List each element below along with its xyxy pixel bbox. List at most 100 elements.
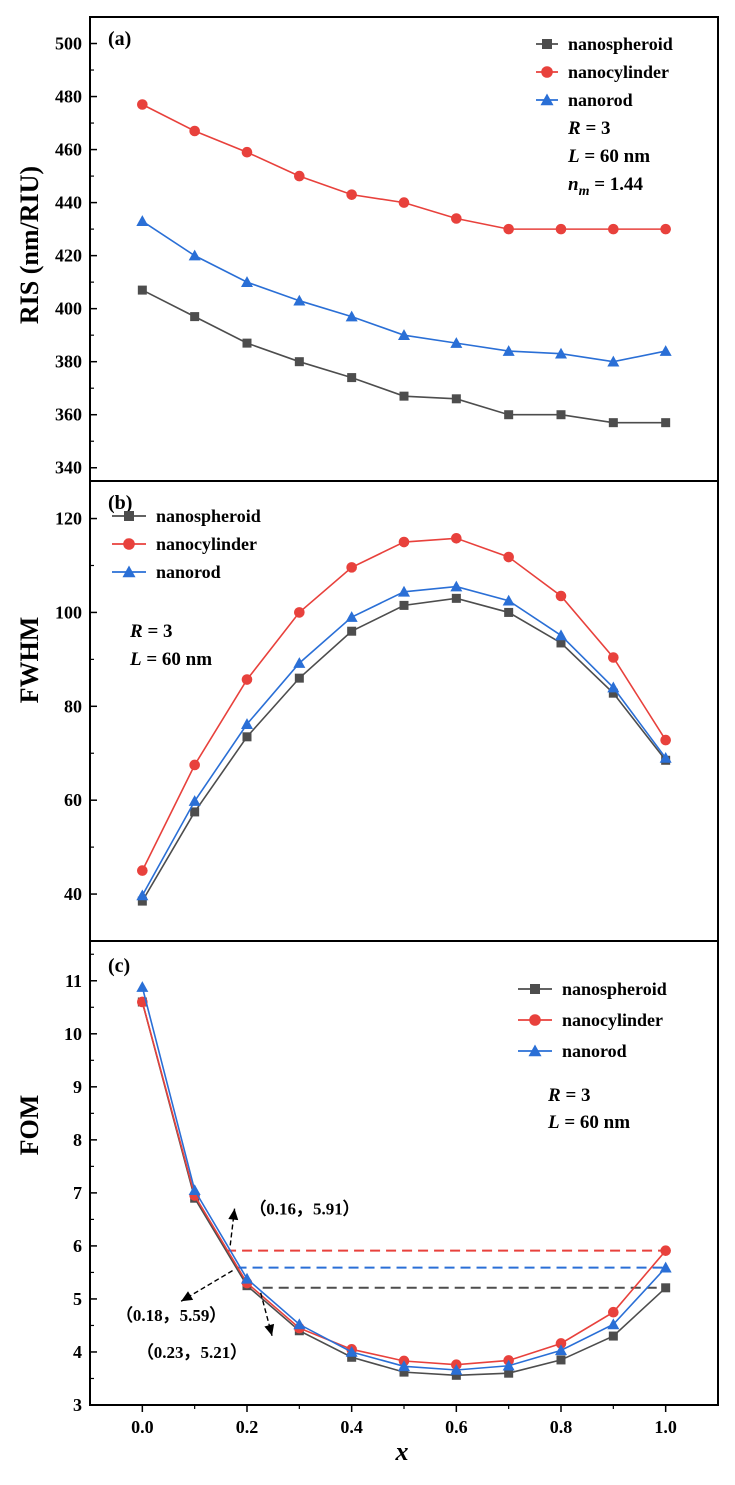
data-point-nanorod-b xyxy=(293,657,306,668)
x-tick-label: 0.6 xyxy=(445,1417,468,1437)
data-point-nanocylinder-a xyxy=(398,197,410,208)
y-tick-label-c: 5 xyxy=(73,1289,82,1309)
panel-label-b: (b) xyxy=(108,492,132,514)
y-tick-label-c: 3 xyxy=(73,1395,82,1415)
panel-a: RIS (nm/RIU) (a) 340 360 380 400 420 440 460 48… xyxy=(15,16,719,482)
data-point-nanorod-b xyxy=(136,889,149,901)
data-point-nanocylinder-a xyxy=(241,146,253,158)
data-point-nanorod-b xyxy=(555,629,567,641)
series-line-nanospheroid-a xyxy=(141,289,666,424)
y-axis-title-a: RIS (nm/RIU) xyxy=(15,166,44,324)
data-point-nanospheroid-a xyxy=(556,410,566,420)
data-point-nanospheroid-c xyxy=(347,1352,357,1362)
legend-label-nanospheroid: nanospheroid xyxy=(568,34,673,54)
data-point-nanorod-c xyxy=(555,1344,567,1356)
data-point-nanorod-b xyxy=(345,611,358,622)
y-tick-label-c: 9 xyxy=(73,1077,82,1097)
data-point-nanorod-a xyxy=(241,276,253,287)
data-point-nanospheroid-c xyxy=(556,1355,566,1365)
data-point-nanospheroid-a xyxy=(137,285,147,295)
x-axis-title: x xyxy=(395,1437,409,1466)
data-point-nanospheroid-a xyxy=(347,373,357,383)
data-point-nanorod-b xyxy=(398,585,410,597)
data-point-nanocylinder-a xyxy=(608,223,619,235)
data-point-nanorod-c xyxy=(136,981,149,992)
legend-marker-nanorod xyxy=(528,1044,542,1057)
data-point-nanospheroid-b xyxy=(608,688,618,698)
data-point-nanocylinder-a xyxy=(137,99,148,110)
legend-label-nanorod: nanorod xyxy=(156,562,221,582)
y-tick-label-a: 500 xyxy=(55,34,82,54)
legend-marker-nanospheroid xyxy=(124,511,134,521)
data-point-nanocylinder-a xyxy=(189,125,200,137)
data-point-nanocylinder-b xyxy=(555,590,567,602)
data-point-nanospheroid-b xyxy=(242,732,252,742)
data-point-nanospheroid-b xyxy=(137,896,147,906)
data-point-nanorod-b xyxy=(659,751,672,763)
data-point-nanospheroid-a xyxy=(294,357,304,367)
data-point-nanorod-c xyxy=(450,1364,463,1375)
data-point-nanospheroid-c xyxy=(661,1283,671,1293)
data-point-nanorod-a xyxy=(293,294,306,306)
x-tick-label: 0.0 xyxy=(131,1417,154,1437)
data-point-nanocylinder-b xyxy=(660,734,671,746)
y-tick-label-b: 100 xyxy=(55,602,82,622)
data-point-nanocylinder-b xyxy=(137,865,148,876)
y-tick-label-a: 360 xyxy=(55,405,82,425)
data-point-nanocylinder-b xyxy=(608,652,619,663)
data-point-nanospheroid-b xyxy=(556,638,566,648)
series-line-nanorod-b xyxy=(141,585,667,896)
annotation-arrowhead xyxy=(181,1291,194,1302)
data-point-nanospheroid-a xyxy=(190,312,200,322)
legend-marker-nanospheroid xyxy=(530,984,540,994)
data-point-nanospheroid-c xyxy=(504,1368,514,1378)
data-point-nanorod-b xyxy=(188,795,201,806)
y-tick-label-c: 8 xyxy=(73,1130,82,1150)
data-point-nanocylinder-a xyxy=(555,223,567,235)
series-line-nanorod-a xyxy=(141,220,666,363)
data-point-nanocylinder-a xyxy=(294,170,305,182)
legend-marker-nanocylinder xyxy=(529,1014,541,1026)
data-point-nanorod-c xyxy=(345,1345,358,1357)
data-point-nanocylinder-b xyxy=(294,607,305,618)
y-axis-title-b: FWHM xyxy=(15,617,44,704)
data-point-nanospheroid-a xyxy=(451,394,461,404)
y-tick-label-b: 80 xyxy=(64,696,82,716)
y-tick-label-c: 11 xyxy=(65,971,82,991)
param-text-a: nm = 1.44 xyxy=(568,174,644,199)
panel-label-a: (a) xyxy=(108,28,131,50)
legend-label-nanocylinder: nanocylinder xyxy=(568,62,669,82)
data-point-nanorod-b xyxy=(241,718,253,729)
annotation-label: （0.16，5.91） xyxy=(249,1199,360,1219)
data-point-nanocylinder-b xyxy=(241,674,253,685)
data-point-nanospheroid-a xyxy=(399,391,409,401)
y-tick-label-c: 6 xyxy=(73,1236,82,1256)
legend-marker-nanospheroid xyxy=(542,39,552,49)
annotation-arrowhead xyxy=(228,1208,239,1221)
data-point-nanorod-a xyxy=(450,337,463,348)
data-point-nanospheroid-c xyxy=(608,1331,618,1341)
data-point-nanospheroid-b xyxy=(451,593,461,603)
data-point-nanorod-a xyxy=(188,249,201,261)
data-point-nanocylinder-c xyxy=(555,1338,567,1349)
x-tick-label: 1.0 xyxy=(654,1417,677,1437)
y-tick-label-a: 380 xyxy=(55,352,82,372)
data-point-nanocylinder-c xyxy=(608,1306,619,1318)
data-point-nanospheroid-b xyxy=(347,626,357,636)
data-point-nanospheroid-b xyxy=(504,607,514,617)
legend-marker-nanorod xyxy=(540,93,554,106)
data-point-nanocylinder-a xyxy=(346,189,357,200)
legend-label-nanospheroid: nanospheroid xyxy=(156,506,261,526)
data-point-nanorod-a xyxy=(345,310,358,322)
data-point-nanospheroid-b xyxy=(294,673,304,683)
data-point-nanospheroid-b xyxy=(399,600,409,610)
legend-marker-nanocylinder xyxy=(123,538,135,550)
data-point-nanorod-b xyxy=(502,594,515,606)
data-point-nanocylinder-b xyxy=(189,759,200,771)
data-point-nanorod-a xyxy=(502,345,515,356)
legend-label-nanocylinder: nanocylinder xyxy=(156,534,257,554)
param-text-b: R = 3 xyxy=(129,621,173,642)
y-tick-label-a: 460 xyxy=(55,140,82,160)
data-point-nanocylinder-b xyxy=(346,562,357,573)
annotation-label: （0.18，5.59） xyxy=(116,1305,227,1325)
